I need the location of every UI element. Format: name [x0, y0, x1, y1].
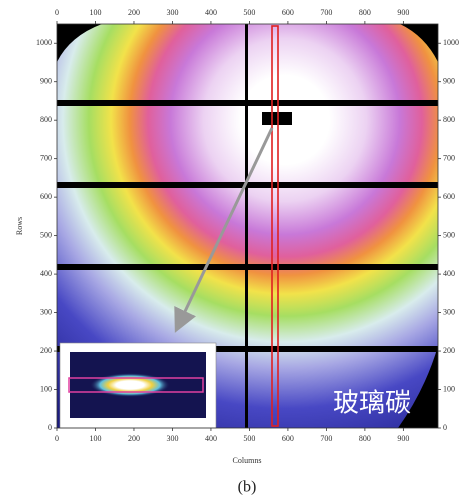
caption: (b) — [238, 479, 257, 496]
y-tick-label: 300 — [443, 307, 455, 316]
x-tick-label: 0 — [55, 434, 59, 443]
y-tick-label: 100 — [40, 384, 52, 393]
x-tick-label: 700 — [320, 434, 332, 443]
y-tick-label: 400 — [40, 269, 52, 278]
y-tick-label: 400 — [443, 269, 455, 278]
y-tick-label: 500 — [443, 230, 455, 239]
y-axis-label: Rows — [15, 217, 24, 235]
x-tick-label: 700 — [320, 8, 332, 17]
x-tick-label: 400 — [205, 8, 217, 17]
y-tick-label: 200 — [40, 346, 52, 355]
y-tick-label: 600 — [443, 192, 455, 201]
detector-image: 玻璃碳 — [57, 24, 438, 428]
figure: 玻璃碳 Columns Rows (b) 0010010020020030030… — [0, 0, 467, 502]
inset-beam — [90, 373, 170, 397]
y-tick-label: 900 — [443, 77, 455, 86]
x-tick-label: 800 — [359, 8, 371, 17]
x-tick-label: 300 — [166, 8, 178, 17]
x-tick-label: 600 — [282, 8, 294, 17]
y-tick-label: 0 — [48, 423, 52, 432]
inset — [60, 343, 216, 428]
y-tick-label: 900 — [40, 77, 52, 86]
x-tick-label: 100 — [89, 434, 101, 443]
y-tick-label: 500 — [40, 230, 52, 239]
x-tick-label: 300 — [166, 434, 178, 443]
detector-gap — [245, 24, 248, 428]
x-tick-label: 900 — [397, 8, 409, 17]
y-tick-label: 700 — [443, 153, 455, 162]
x-tick-label: 900 — [397, 434, 409, 443]
x-tick-label: 100 — [89, 8, 101, 17]
x-tick-label: 500 — [243, 8, 255, 17]
x-tick-label: 400 — [205, 434, 217, 443]
x-tick-label: 500 — [243, 434, 255, 443]
x-tick-label: 600 — [282, 434, 294, 443]
x-tick-label: 200 — [128, 434, 140, 443]
beam-stop — [262, 112, 292, 125]
y-tick-label: 100 — [443, 384, 455, 393]
y-tick-label: 1000 — [443, 38, 459, 47]
y-tick-label: 800 — [40, 115, 52, 124]
y-tick-label: 200 — [443, 346, 455, 355]
y-tick-label: 0 — [443, 423, 447, 432]
page: 玻璃碳 Columns Rows (b) 0010010020020030030… — [0, 0, 467, 502]
y-tick-label: 300 — [40, 307, 52, 316]
y-tick-label: 1000 — [36, 38, 52, 47]
x-tick-label: 800 — [359, 434, 371, 443]
y-tick-label: 600 — [40, 192, 52, 201]
x-axis-label: Columns — [233, 456, 262, 465]
y-tick-label: 800 — [443, 115, 455, 124]
x-tick-label: 200 — [128, 8, 140, 17]
y-tick-label: 700 — [40, 153, 52, 162]
x-tick-label: 0 — [55, 8, 59, 17]
annotation: 玻璃碳 — [333, 389, 411, 419]
